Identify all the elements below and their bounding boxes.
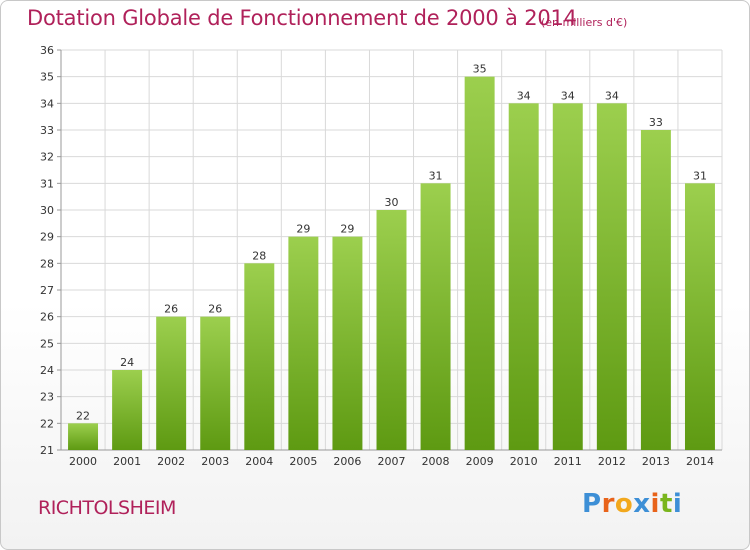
data-label: 26 (164, 303, 178, 316)
logo-letter: i (672, 489, 683, 519)
x-tick-label: 2005 (289, 455, 317, 468)
bar-2001 (112, 370, 143, 450)
logo-letter: o (614, 489, 634, 519)
data-label: 31 (429, 169, 443, 182)
x-tick-label: 2002 (157, 455, 185, 468)
y-tick-label: 28 (40, 257, 54, 270)
bar-2012 (596, 103, 627, 450)
x-tick-label: 2014 (686, 455, 714, 468)
proxiti-logo[interactable]: Proxiti (582, 489, 682, 519)
x-tick-label: 2012 (598, 455, 626, 468)
data-label: 34 (605, 89, 619, 102)
x-tick-label: 2011 (554, 455, 582, 468)
data-label: 29 (296, 223, 310, 236)
bars (68, 76, 715, 451)
y-tick-label: 23 (40, 391, 54, 404)
x-tick-label: 2008 (422, 455, 450, 468)
bar-2004 (244, 263, 275, 450)
y-tick-label: 22 (40, 417, 54, 430)
x-tick-label: 2007 (378, 455, 406, 468)
data-label: 28 (252, 249, 266, 262)
data-label: 24 (120, 356, 134, 369)
bar-2003 (200, 316, 231, 450)
logo-letter: P (582, 489, 602, 519)
data-label: 34 (517, 89, 531, 102)
logo-letter: x (633, 489, 651, 519)
y-tick-label: 21 (40, 444, 54, 457)
y-tick-label: 24 (40, 364, 54, 377)
bar-2008 (420, 183, 451, 451)
data-labels: 22 24 26 26 28 29 29 30 31 35 34 34 34 33 31 (76, 63, 707, 423)
bar-2011 (552, 103, 583, 450)
bar-2002 (156, 316, 187, 450)
bar-2014 (684, 183, 715, 451)
axes: 21 22 23 24 25 26 27 28 29 30 31 32 33 34 35 36 2000 2001… (40, 44, 722, 468)
bar-2009 (464, 76, 495, 451)
data-label: 33 (649, 116, 663, 129)
x-tick-label: 2009 (466, 455, 494, 468)
data-label: 29 (340, 223, 354, 236)
y-tick-label: 27 (40, 284, 54, 297)
x-tick-label: 2006 (333, 455, 361, 468)
x-tick-label: 2004 (245, 455, 273, 468)
data-label: 31 (693, 169, 707, 182)
data-label: 35 (473, 63, 487, 76)
bar-2005 (288, 236, 319, 450)
commune-name: RICHTOLSHEIM (38, 497, 176, 519)
y-tick-label: 35 (40, 71, 54, 84)
bar-2013 (640, 130, 671, 450)
y-tick-label: 36 (40, 44, 54, 57)
chart-unit-label: (en milliers d'€) (541, 16, 628, 29)
y-tick-label: 29 (40, 231, 54, 244)
y-tick-label: 33 (40, 124, 54, 137)
y-tick-label: 32 (40, 151, 54, 164)
x-tick-label: 2001 (113, 455, 141, 468)
logo-letter: t (659, 489, 673, 519)
y-tick-label: 26 (40, 311, 54, 324)
y-tick-label: 30 (40, 204, 54, 217)
logo-letter: r (601, 489, 615, 519)
data-label: 34 (561, 89, 575, 102)
y-tick-label: 34 (40, 97, 54, 110)
x-tick-label: 2000 (69, 455, 97, 468)
x-tick-label: 2013 (642, 455, 670, 468)
bar-2006 (332, 236, 363, 450)
data-label: 26 (208, 303, 222, 316)
logo-letter: i (650, 489, 660, 519)
bar-2010 (508, 103, 539, 450)
x-tick-label: 2003 (201, 455, 229, 468)
y-tick-label: 31 (40, 177, 54, 190)
bar-2000 (68, 423, 99, 450)
data-label: 30 (385, 196, 399, 209)
x-tick-label: 2010 (510, 455, 538, 468)
data-label: 22 (76, 409, 90, 422)
bar-2007 (376, 210, 407, 450)
y-tick-label: 25 (40, 337, 54, 350)
chart-title: Dotation Globale de Fonctionnement de 20… (27, 6, 577, 30)
